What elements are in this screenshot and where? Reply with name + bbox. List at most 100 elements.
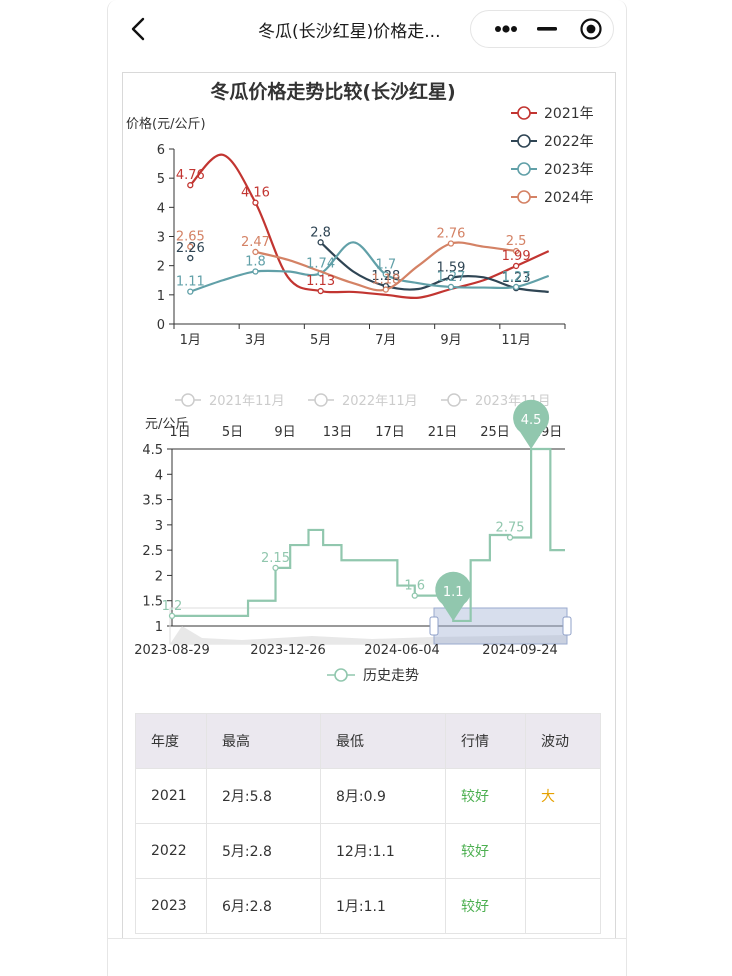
history-point <box>411 592 418 599</box>
data-label: 2.47 <box>241 235 270 250</box>
data-point <box>512 247 520 255</box>
top-tick-label: 17日 <box>375 425 405 440</box>
legend-marker[interactable] <box>334 668 348 682</box>
legend-label[interactable]: 2021年 <box>544 106 594 122</box>
col-header-volatility: 波动 <box>525 713 601 769</box>
legend-marker[interactable] <box>517 190 531 204</box>
top-tick-label: 13日 <box>323 425 353 440</box>
cell-trend: 较好 <box>445 878 526 934</box>
y-tick-label: 3 <box>157 231 165 246</box>
data-point <box>187 288 194 295</box>
data-label: 1.23 <box>502 271 531 286</box>
cell-min: 8月:0.9 <box>320 768 446 824</box>
zoom-handle[interactable] <box>429 616 439 636</box>
faded-legend-label[interactable]: 2021年11月 <box>209 394 285 409</box>
more-dots-icon[interactable] <box>493 21 519 37</box>
top-tick-label: 9日 <box>274 425 295 440</box>
pin-marker <box>435 571 472 621</box>
data-point <box>382 286 389 293</box>
y-tick-label: 1 <box>157 289 165 304</box>
cell-trend: 较好 <box>445 768 526 824</box>
history-point <box>272 564 279 571</box>
cell-volatility: 大 <box>525 768 601 824</box>
data-label: 1.7 <box>375 257 396 272</box>
data-label: 1.28 <box>371 269 400 284</box>
data-point <box>187 243 194 250</box>
y-tick-label: 5 <box>157 172 165 187</box>
col-header-trend: 行情 <box>445 713 526 769</box>
faded-legend-marker[interactable] <box>181 393 195 407</box>
table-row: 2022 5月:2.8 12月:1.1 较好 <box>135 823 601 879</box>
x-tick-label: 3月 <box>245 333 266 348</box>
y-axis-label-2: 元/公斤 <box>145 417 188 432</box>
pin-marker-label: 4.5 <box>521 413 542 428</box>
close-target-icon[interactable] <box>579 17 603 41</box>
data-label: 1.27 <box>502 270 531 285</box>
data-label: 1.11 <box>176 275 205 290</box>
top-tick-label: 21日 <box>428 425 458 440</box>
data-point <box>252 199 259 206</box>
y-tick-label-2: 4.5 <box>142 443 163 458</box>
series-line-2021年 <box>189 153 550 300</box>
x-tick-label: 5月 <box>310 333 331 348</box>
cell-max: 6月:2.8 <box>206 878 321 934</box>
zoom-handle[interactable] <box>562 616 572 636</box>
data-point <box>187 182 194 189</box>
data-point <box>447 274 455 281</box>
faded-legend-label[interactable]: 2022年11月 <box>342 394 418 409</box>
data-label: 2.8 <box>310 225 331 240</box>
legend-label[interactable]: 2024年 <box>544 190 594 206</box>
data-label: 2.26 <box>176 241 205 256</box>
data-point <box>512 283 520 291</box>
history-point <box>506 534 514 541</box>
data-label: 1.27 <box>436 270 465 285</box>
faded-legend-marker[interactable] <box>314 393 328 407</box>
bottom-tick-label: 2024-09-24 <box>482 643 558 658</box>
summary-table: 年度 最高 最低 行情 波动 2021 2月:5.8 8月:0.9 较好 大 2… <box>135 713 601 934</box>
data-label: 1.13 <box>306 274 335 289</box>
capsule-menu <box>470 10 614 48</box>
table-header-row: 年度 最高 最低 行情 波动 <box>135 713 601 769</box>
y-tick-label-2: 2.5 <box>142 544 163 559</box>
legend-label[interactable]: 2022年 <box>544 134 594 150</box>
y-tick-label: 4 <box>157 201 165 216</box>
y-axis-label: 价格(元/公斤) <box>126 116 206 132</box>
y-tick-label: 0 <box>157 318 165 333</box>
cell-trend: 较好 <box>445 823 526 879</box>
y-tick-label-2: 4 <box>155 468 163 483</box>
data-label: 2.65 <box>176 230 205 245</box>
pin-marker-label: 1.1 <box>443 585 464 600</box>
bottom-bar <box>108 938 626 976</box>
data-label: 1.99 <box>502 249 531 264</box>
comparison-line-chart: 冬瓜价格走势比较(长沙红星) 价格(元/公斤) 0 1 2 3 4 5 6 1月 3月 5月 7月 9… <box>126 80 594 348</box>
legend-marker[interactable] <box>517 106 531 120</box>
cell-volatility <box>525 878 601 934</box>
data-point <box>447 240 455 247</box>
history-point-label: 2.75 <box>496 521 525 536</box>
page-title: 冬瓜(长沙红星)价格走... <box>258 22 441 42</box>
back-chevron-icon[interactable] <box>126 16 152 42</box>
phone-frame: 冬瓜(长沙红星)价格走... 冬瓜价格走势比较(长沙红星) 价格(元/公斤) 0… <box>107 0 627 976</box>
history-point-label: 1.6 <box>404 579 425 594</box>
minimize-icon[interactable] <box>534 21 560 37</box>
col-header-max: 最高 <box>206 713 321 769</box>
data-label: 2.76 <box>436 227 465 242</box>
y-tick-label-2: 2 <box>155 569 163 584</box>
history-line-chart: 2021年11月 2022年11月 2023年11月 元/公斤 1日 5日 9日 13日 1… <box>134 393 572 684</box>
legend-marker[interactable] <box>517 134 531 148</box>
x-tick-label: 9月 <box>440 333 461 348</box>
legend-label[interactable]: 2023年 <box>544 162 594 178</box>
legend-label[interactable]: 历史走势 <box>363 668 419 684</box>
history-point <box>168 612 176 620</box>
cell-year: 2021 <box>135 768 207 824</box>
data-label: 1.59 <box>436 261 465 276</box>
table-row: 2021 2月:5.8 8月:0.9 较好 大 <box>135 768 601 824</box>
y-tick-label: 6 <box>157 143 165 158</box>
cell-min: 1月:1.1 <box>320 878 446 934</box>
data-label: 4.16 <box>241 186 270 201</box>
table-row: 2023 6月:2.8 1月:1.1 较好 <box>135 878 601 934</box>
top-tick-label: 1日 <box>169 425 190 440</box>
legend-marker[interactable] <box>517 162 531 176</box>
faded-legend-marker[interactable] <box>447 393 461 407</box>
y-tick-label-2: 3.5 <box>142 494 163 509</box>
